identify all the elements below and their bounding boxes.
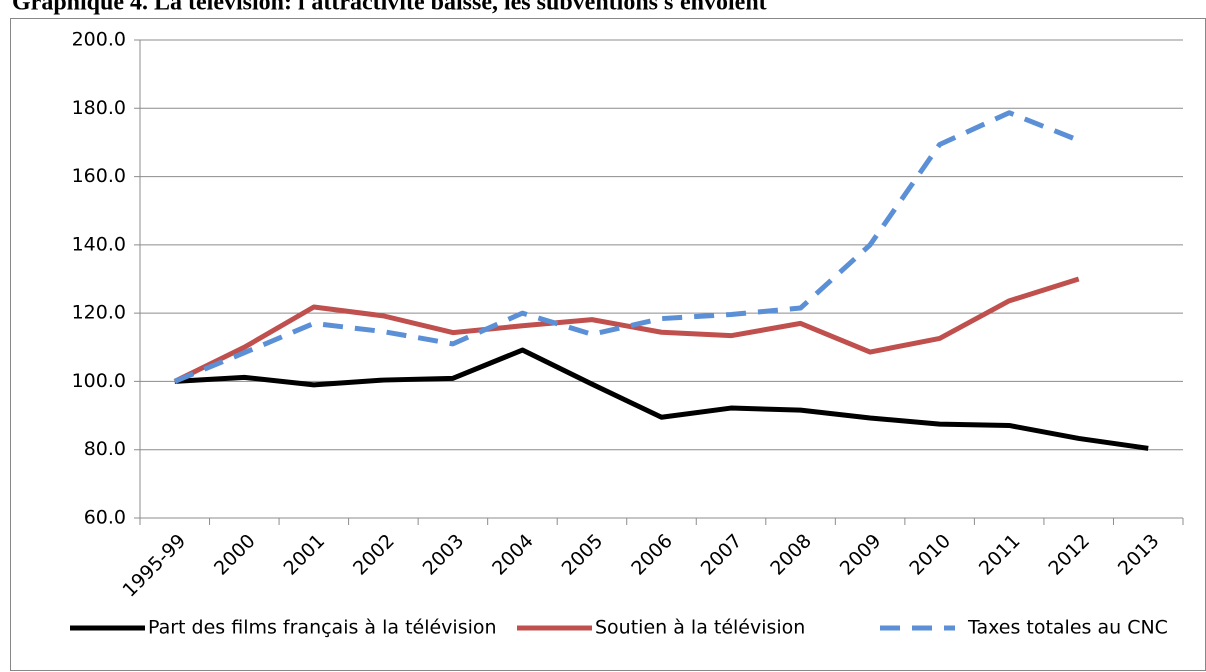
y-tick-label: 180.0 — [72, 97, 126, 119]
y-tick-label: 140.0 — [72, 233, 126, 255]
x-tick-label: 2000 — [210, 530, 260, 580]
legend-label: Part des films français à la télévision — [148, 617, 497, 639]
x-tick-label: 2003 — [419, 530, 469, 580]
x-tick-label: 2011 — [975, 530, 1025, 580]
x-tick-label: 2013 — [1114, 530, 1164, 580]
y-tick-label: 120.0 — [72, 302, 126, 324]
x-tick-label: 2007 — [697, 530, 747, 580]
x-tick-label: 2004 — [488, 530, 538, 580]
x-tick-label: 2006 — [627, 530, 677, 580]
line-series — [174, 347, 1149, 451]
legend-label: Taxes totales au CNC — [967, 617, 1168, 639]
x-tick-label: 2012 — [1044, 530, 1094, 580]
x-tick-label: 2001 — [280, 530, 330, 580]
y-tick-label: 80.0 — [84, 438, 126, 460]
x-tick-label: 2005 — [558, 530, 608, 580]
x-tick-label: 2002 — [349, 530, 399, 580]
legend-label: Soutien à la télévision — [595, 617, 805, 639]
y-tick-label: 100.0 — [72, 370, 126, 392]
line-series — [173, 276, 1080, 384]
y-tick-label: 200.0 — [72, 29, 126, 51]
line-series — [173, 110, 1080, 384]
y-tick-label: 160.0 — [72, 165, 126, 187]
x-tick-label: 1995-99 — [118, 530, 190, 602]
y-tick-label: 60.0 — [84, 507, 126, 529]
x-tick-label: 2010 — [905, 530, 955, 580]
x-tick-label: 2009 — [836, 530, 886, 580]
x-tick-label: 2008 — [766, 530, 816, 580]
chart-title: Graphique 4. La télévision: l'attractivi… — [12, 0, 767, 16]
chart-border — [10, 18, 1206, 671]
